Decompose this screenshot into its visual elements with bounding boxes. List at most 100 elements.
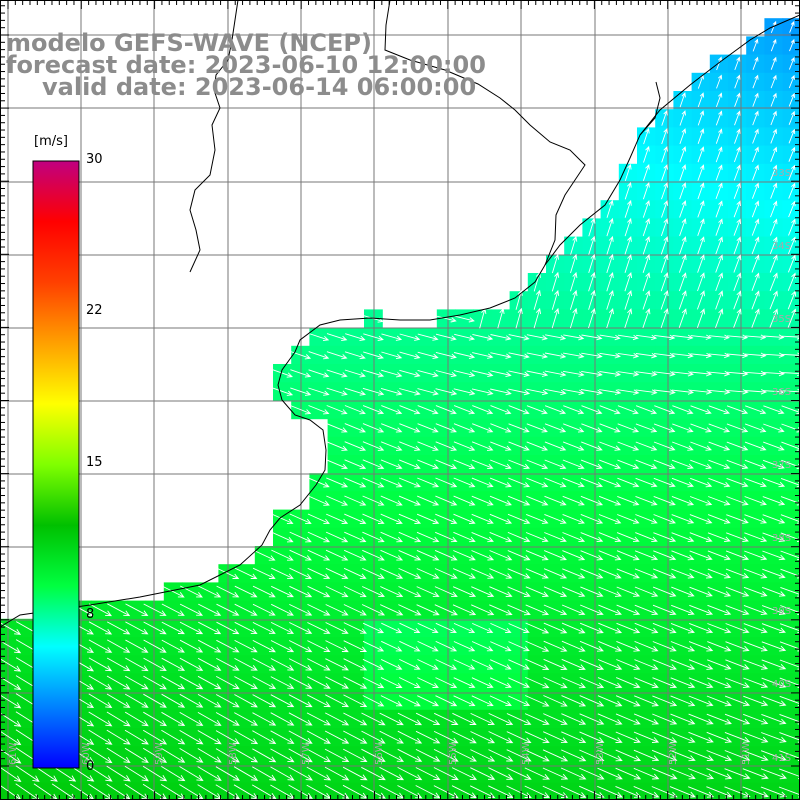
wind-speed-cell xyxy=(327,782,347,800)
colorbar-tick-30: 30 xyxy=(86,152,103,167)
wind-arrow xyxy=(379,730,404,744)
wind-arrow xyxy=(678,308,687,328)
wind-arrow xyxy=(761,641,787,652)
wind-arrow xyxy=(726,459,749,469)
wind-arrow xyxy=(361,748,386,762)
wind-arrow xyxy=(88,603,113,617)
wind-arrow xyxy=(563,334,585,341)
wind-arrow xyxy=(233,730,259,745)
wind-arrow xyxy=(306,748,331,763)
wind-arrow xyxy=(542,767,569,780)
wind-arrow xyxy=(252,676,277,689)
wind-arrow xyxy=(526,513,549,524)
wind-arrow xyxy=(435,459,458,470)
wind-arrow xyxy=(271,549,294,561)
wind-arrow xyxy=(363,333,384,341)
wind-arrow xyxy=(179,603,204,616)
wind-arrow xyxy=(597,731,623,743)
wind-arrow xyxy=(761,605,786,615)
wind-arrow xyxy=(307,658,331,671)
wind-arrow xyxy=(706,713,732,725)
wind-arrow xyxy=(470,712,495,725)
wind-speed-cell xyxy=(0,782,19,800)
wind-arrow xyxy=(216,603,240,616)
wind-arrow xyxy=(488,767,514,780)
wind-arrow xyxy=(508,477,531,488)
wind-arrow xyxy=(397,712,423,726)
wind-arrow xyxy=(161,675,186,690)
wind-arrow xyxy=(179,657,204,671)
wind-arrow xyxy=(252,766,277,781)
wind-arrow xyxy=(787,272,796,291)
wind-arrow xyxy=(306,766,332,781)
wind-arrow xyxy=(88,747,113,764)
wind-arrow xyxy=(660,308,669,329)
wind-arrow xyxy=(725,568,750,579)
wind-arrow xyxy=(234,603,258,616)
wind-arrow xyxy=(707,623,732,634)
wind-arrow xyxy=(763,441,785,451)
wind-arrow xyxy=(106,693,131,708)
wind-arrow xyxy=(543,676,568,689)
lon-label: 55W xyxy=(448,742,459,765)
wind-arrow xyxy=(579,713,605,725)
wind-arrow xyxy=(599,423,621,433)
wind-arrow xyxy=(708,389,731,395)
wind-arrow xyxy=(561,749,587,762)
wind-arrow xyxy=(616,532,640,543)
wind-arrow xyxy=(380,695,403,707)
wind-arrow xyxy=(344,477,367,488)
wind-arrow xyxy=(770,200,778,218)
wind-arrow xyxy=(433,767,459,780)
wind-arrow xyxy=(679,146,687,163)
wind-arrow xyxy=(616,550,640,561)
wind-arrow xyxy=(688,749,714,762)
wind-arrow xyxy=(562,495,585,506)
wind-arrow xyxy=(435,423,457,433)
wind-arrow xyxy=(716,56,723,71)
wind-arrow xyxy=(544,370,567,377)
wind-arrow xyxy=(472,622,494,634)
wind-arrow xyxy=(489,604,513,616)
wind-arrow xyxy=(635,532,658,543)
wind-arrow xyxy=(733,200,741,218)
wind-speed-cell xyxy=(728,782,747,800)
wind-arrow xyxy=(679,200,687,218)
wind-arrow xyxy=(435,677,458,688)
wind-speed-cell xyxy=(600,782,620,800)
wind-arrow xyxy=(507,550,531,561)
wind-arrow xyxy=(697,200,705,218)
wind-arrow xyxy=(597,767,623,780)
wind-arrow xyxy=(197,694,222,708)
wind-arrow xyxy=(715,146,723,163)
wind-arrow xyxy=(752,92,759,107)
wind-arrow xyxy=(580,389,604,396)
wind-speed-cell xyxy=(254,782,274,800)
wind-arrow xyxy=(380,459,403,470)
forecast-date: forecast date: 2023-06-10 12:00:00 xyxy=(6,51,486,79)
wind-arrow xyxy=(599,334,621,341)
wind-arrow xyxy=(326,513,349,524)
wind-arrow xyxy=(616,622,641,634)
wind-arrow xyxy=(744,352,767,359)
wind-arrow xyxy=(379,766,405,781)
wind-arrow xyxy=(215,748,240,763)
wind-arrow xyxy=(234,694,258,708)
wind-arrow xyxy=(415,712,441,726)
wind-arrow xyxy=(452,749,477,762)
wind-arrow xyxy=(617,352,640,359)
wind-arrow xyxy=(326,423,348,433)
lon-label: 56W xyxy=(374,742,385,765)
wind-arrow xyxy=(362,387,385,396)
wind-arrow xyxy=(708,423,731,433)
wind-arrow xyxy=(435,333,457,341)
wind-arrow xyxy=(661,200,669,218)
wind-speed-cell xyxy=(564,782,583,800)
wind-arrow xyxy=(654,334,676,341)
wind-arrow xyxy=(606,217,614,237)
wind-arrow xyxy=(642,236,651,255)
wind-arrow xyxy=(597,785,624,798)
wind-arrow xyxy=(197,639,222,653)
wind-arrow xyxy=(752,56,759,70)
wind-arrow xyxy=(308,333,330,342)
